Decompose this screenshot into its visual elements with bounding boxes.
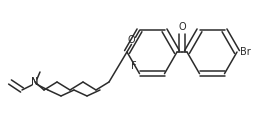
- Text: N: N: [31, 77, 39, 87]
- Text: O: O: [178, 22, 186, 32]
- Text: N: N: [31, 77, 39, 87]
- Text: Br: Br: [240, 47, 251, 57]
- Text: F: F: [131, 61, 136, 71]
- Text: O: O: [128, 35, 135, 45]
